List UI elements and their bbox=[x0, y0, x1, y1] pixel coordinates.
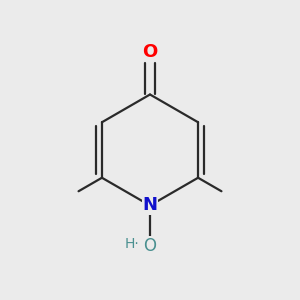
Text: N: N bbox=[142, 196, 158, 214]
Text: H·: H· bbox=[124, 237, 140, 251]
Text: O: O bbox=[143, 237, 157, 255]
Text: O: O bbox=[142, 43, 158, 61]
